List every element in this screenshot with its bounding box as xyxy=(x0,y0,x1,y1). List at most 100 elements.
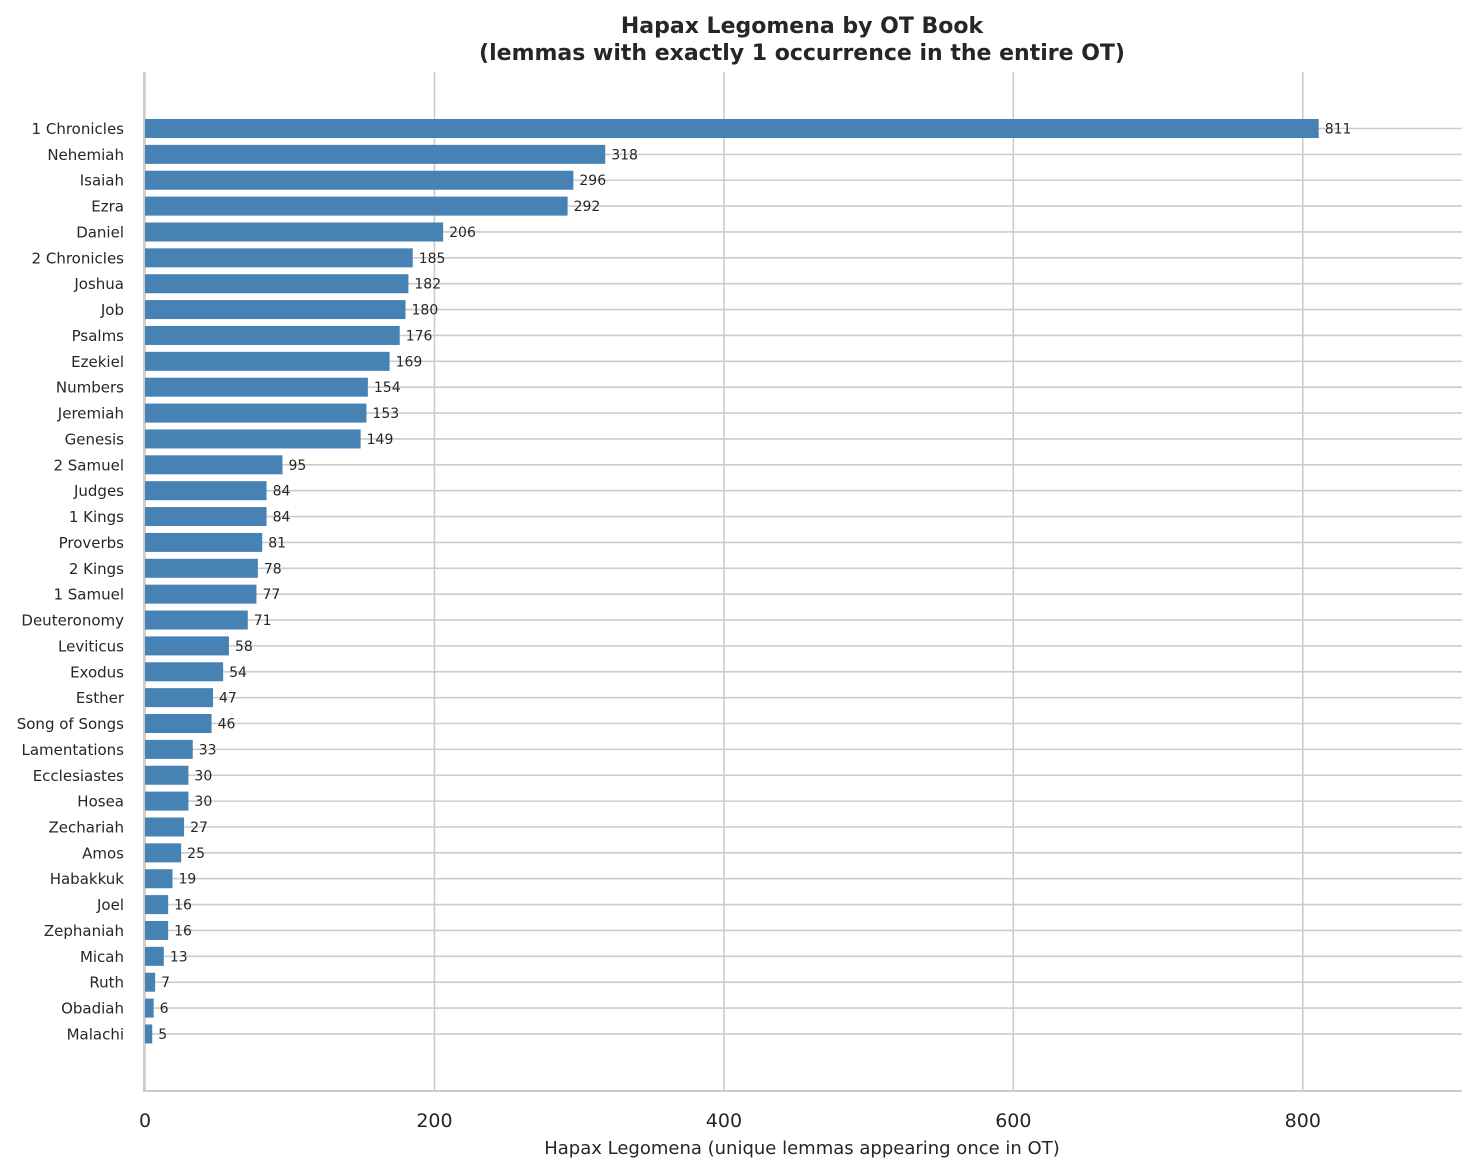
bar-1-chronicles xyxy=(145,119,1319,138)
bar-numbers xyxy=(145,377,368,397)
bar-value-label: 30 xyxy=(194,794,212,810)
y-tick-label: Daniel xyxy=(76,223,124,241)
bar-micah xyxy=(145,946,164,966)
bar-value-label: 77 xyxy=(262,587,280,603)
bar-value-label: 30 xyxy=(194,768,212,784)
bar-genesis xyxy=(145,429,361,449)
bar-value-label: 206 xyxy=(449,225,476,241)
bar-value-label: 182 xyxy=(414,277,441,293)
y-tick-label: Micah xyxy=(80,948,124,966)
bar-daniel xyxy=(145,222,444,242)
y-tick-label: Judges xyxy=(73,482,124,500)
x-tick-label: 800 xyxy=(1285,1110,1321,1132)
y-tick-label: Zephaniah xyxy=(44,922,124,940)
bar-value-label: 25 xyxy=(187,846,205,862)
y-tick-label: Genesis xyxy=(65,430,125,448)
x-axis-label: Hapax Legomena (unique lemmas appearing … xyxy=(544,1138,1060,1159)
y-tick-label: Song of Songs xyxy=(17,715,124,733)
axes: 0 200 400 600 800 1 Chronicles Nehemiah Isaiah E… xyxy=(17,72,1462,1132)
x-tick-label: 400 xyxy=(706,1110,742,1132)
y-tick-label: Isaiah xyxy=(80,172,124,190)
y-tick-label: Malachi xyxy=(67,1025,124,1043)
bar-judges xyxy=(145,481,267,501)
bar-nehemiah xyxy=(145,144,606,164)
bar-value-label: 27 xyxy=(190,820,208,836)
bar-value-label: 71 xyxy=(254,613,272,629)
bar-psalms xyxy=(145,325,400,345)
bar-value-label: 811 xyxy=(1325,122,1352,138)
y-tick-label: Job xyxy=(100,301,124,319)
y-tick-label: Exodus xyxy=(70,663,124,681)
y-tick-label: Ruth xyxy=(89,974,124,992)
y-tick-label: Proverbs xyxy=(59,534,125,552)
y-tick-label: 1 Chronicles xyxy=(32,120,125,138)
bar-song-of-songs xyxy=(145,714,212,734)
bar-job xyxy=(145,300,406,320)
chart-title-line2: (lemmas with exactly 1 occurrence in the… xyxy=(479,41,1125,66)
bar-2-samuel xyxy=(145,455,283,475)
bar-value-label: 47 xyxy=(219,691,237,707)
y-tick-label: Jeremiah xyxy=(57,405,124,423)
y-tick-label: Habakkuk xyxy=(50,870,125,888)
bar-zechariah xyxy=(145,817,185,837)
bar-deuteronomy xyxy=(145,610,248,630)
x-tick-label: 0 xyxy=(139,1110,151,1132)
bar-joshua xyxy=(145,274,409,294)
y-tick-label: Lamentations xyxy=(21,741,124,759)
bar-malachi xyxy=(145,1024,153,1044)
bar-value-label: 153 xyxy=(372,406,399,422)
bar-lamentations xyxy=(145,739,193,759)
y-tick-label: Joshua xyxy=(73,275,124,293)
y-tick-label: Ecclesiastes xyxy=(33,767,124,785)
y-tick-label: Joel xyxy=(96,896,124,914)
bar-value-label: 318 xyxy=(611,147,638,163)
bar-hosea xyxy=(145,791,189,811)
y-tick-label: 1 Kings xyxy=(69,508,124,526)
bar-value-label: 78 xyxy=(264,561,282,577)
bar-value-label: 180 xyxy=(412,303,439,319)
y-tick-label: Deuteronomy xyxy=(21,612,124,630)
x-tick-label: 200 xyxy=(416,1110,452,1132)
bar-1-kings xyxy=(145,507,267,527)
bar-exodus xyxy=(145,662,224,682)
y-tick-label: Ezra xyxy=(91,198,124,216)
y-tick-label: 1 Samuel xyxy=(53,586,124,604)
bar-value-label: 19 xyxy=(178,872,196,888)
bar-ruth xyxy=(145,972,156,992)
bar-value-label: 149 xyxy=(367,432,394,448)
bar-2-kings xyxy=(145,558,258,578)
bar-joel xyxy=(145,895,169,915)
y-tick-label: 2 Chronicles xyxy=(32,249,125,267)
bar-value-label: 6 xyxy=(160,1001,169,1017)
bar-value-label: 296 xyxy=(579,173,606,189)
bar-zephaniah xyxy=(145,920,169,940)
bar-value-label: 7 xyxy=(161,975,170,991)
bar-value-label: 16 xyxy=(174,898,192,914)
y-tick-label: Esther xyxy=(76,689,125,707)
bar-ezra xyxy=(145,196,568,216)
bar-value-label: 292 xyxy=(574,199,601,215)
bar-2-chronicles xyxy=(145,248,413,268)
y-tick-label: Amos xyxy=(82,844,124,862)
bar-value-label: 54 xyxy=(229,665,247,681)
y-tick-label: 2 Kings xyxy=(69,560,124,578)
bar-ecclesiastes xyxy=(145,765,189,785)
bar-value-label: 16 xyxy=(174,923,192,939)
y-tick-label: 2 Samuel xyxy=(53,456,124,474)
y-tick-label: Numbers xyxy=(56,379,124,397)
y-tick-label: Obadiah xyxy=(61,1000,124,1018)
bar-obadiah xyxy=(145,998,154,1018)
bar-value-label: 185 xyxy=(419,251,446,267)
bar-ezekiel xyxy=(145,351,390,371)
bar-value-label: 84 xyxy=(273,510,291,526)
y-tick-label: Ezekiel xyxy=(71,353,124,371)
bar-isaiah xyxy=(145,170,574,190)
bar-value-label: 46 xyxy=(218,717,236,733)
y-tick-label: Psalms xyxy=(72,327,125,345)
bar-1-samuel xyxy=(145,584,257,604)
bar-habakkuk xyxy=(145,869,173,889)
bar-proverbs xyxy=(145,532,263,552)
bar-amos xyxy=(145,843,182,863)
y-tick-label: Leviticus xyxy=(58,637,124,655)
